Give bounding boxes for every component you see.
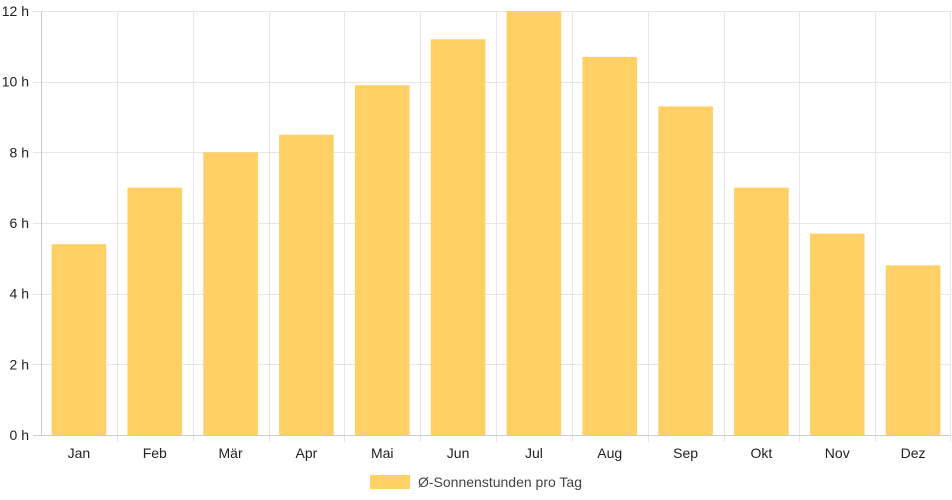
x-tick-label: Mär (219, 445, 243, 461)
axes (33, 11, 951, 436)
y-tick-label: 10 h (2, 74, 29, 90)
bar-jan[interactable] (51, 244, 107, 435)
bar-sep[interactable] (658, 106, 713, 436)
x-tick-label: Mai (371, 445, 394, 461)
bar-apr[interactable] (279, 134, 334, 435)
bar-aug[interactable] (582, 56, 638, 435)
bars (51, 11, 941, 436)
bar-nov[interactable] (809, 233, 865, 435)
y-tick-label: 6 h (10, 215, 29, 231)
y-tick-label: 12 h (2, 3, 29, 19)
x-tick-label: Sep (673, 445, 698, 461)
x-tick-label: Jun (447, 445, 470, 461)
legend-swatch[interactable] (370, 475, 410, 489)
bar-mai[interactable] (354, 85, 410, 435)
y-tick-label: 2 h (10, 356, 29, 372)
x-tick-label: Aug (597, 445, 622, 461)
bar-jul[interactable] (506, 11, 562, 435)
grid-lines (33, 11, 951, 442)
y-tick-label: 8 h (10, 144, 29, 160)
y-tick-label: 4 h (10, 286, 29, 302)
bar-mär[interactable] (203, 152, 258, 436)
bar-jun[interactable] (430, 39, 486, 436)
bar-dez[interactable] (885, 265, 941, 435)
legend[interactable]: Ø-Sonnenstunden pro Tag (370, 474, 582, 490)
x-tick-label: Jan (68, 445, 91, 461)
x-tick-label: Nov (825, 445, 850, 461)
x-tick-label: Jul (525, 445, 543, 461)
x-tick-label: Okt (751, 445, 773, 461)
bar-okt[interactable] (734, 187, 789, 435)
legend-label[interactable]: Ø-Sonnenstunden pro Tag (418, 474, 582, 490)
y-axis-tick-labels: 0 h 2 h 4 h 6 h 8 h 10 h 12 h (2, 3, 29, 443)
x-axis-tick-labels: Jan Feb Mär Apr Mai Jun Jul Aug Sep Okt Nov Dez (68, 445, 926, 461)
bar-feb[interactable] (127, 187, 183, 435)
y-tick-label: 0 h (10, 427, 29, 443)
x-tick-label: Apr (296, 445, 318, 461)
x-tick-label: Feb (143, 445, 167, 461)
x-tick-label: Dez (901, 445, 926, 461)
